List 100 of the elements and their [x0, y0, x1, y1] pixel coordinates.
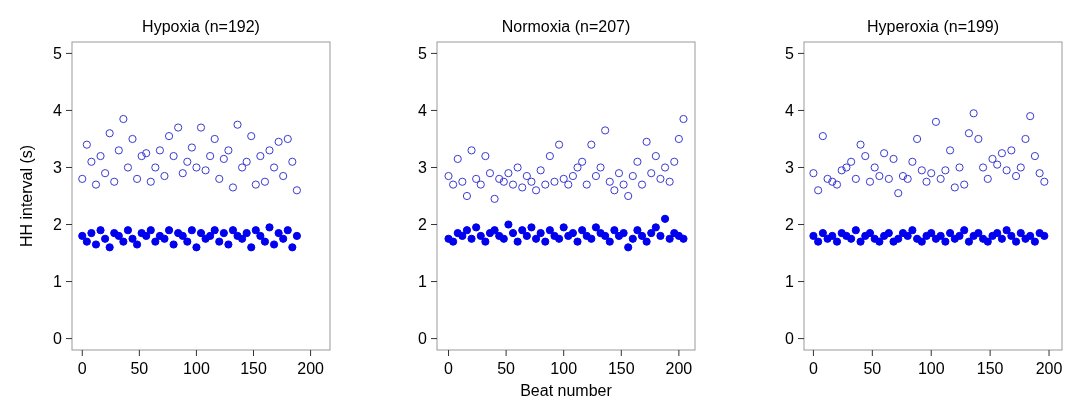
point — [256, 231, 265, 241]
point — [215, 174, 224, 183]
point — [504, 169, 513, 178]
point — [114, 231, 123, 241]
point — [541, 180, 550, 189]
point — [292, 186, 301, 195]
point — [656, 174, 665, 183]
x-tick-label: 50 — [863, 360, 882, 377]
point — [169, 151, 178, 161]
point — [169, 240, 178, 249]
point — [219, 154, 228, 164]
point — [449, 237, 458, 246]
point — [573, 237, 582, 246]
point — [78, 174, 87, 183]
point — [201, 166, 210, 175]
point — [559, 174, 568, 183]
point — [513, 237, 522, 246]
y-tick-label: 5 — [53, 45, 63, 63]
point — [619, 180, 628, 189]
point — [633, 157, 642, 166]
point — [192, 163, 201, 172]
point — [884, 228, 893, 238]
x-tick-label: 50 — [130, 360, 149, 377]
point — [265, 146, 274, 155]
point — [656, 231, 665, 241]
point — [142, 149, 151, 158]
point — [665, 234, 674, 243]
point — [997, 234, 1007, 243]
point — [279, 234, 288, 243]
point — [818, 228, 827, 238]
point — [927, 228, 936, 238]
point — [837, 166, 846, 175]
point — [997, 149, 1007, 158]
point — [151, 237, 160, 246]
x-tick-label: 100 — [917, 360, 945, 377]
point — [993, 160, 1002, 169]
point — [228, 226, 238, 235]
point — [256, 151, 265, 161]
point — [988, 154, 997, 164]
y-tick-label: 1 — [418, 273, 428, 291]
point — [610, 226, 619, 235]
point — [78, 231, 87, 241]
point — [875, 171, 884, 181]
y-tick-label: 1 — [53, 273, 63, 291]
point — [842, 163, 851, 172]
point — [647, 169, 656, 178]
point — [123, 226, 133, 235]
point — [1007, 231, 1016, 241]
point — [101, 234, 110, 243]
point — [993, 228, 1002, 238]
point — [1026, 231, 1035, 241]
y-tick-label: 3 — [53, 159, 63, 177]
point — [624, 243, 633, 252]
point — [568, 228, 578, 238]
point — [875, 237, 884, 246]
point — [917, 166, 926, 175]
point — [178, 231, 187, 241]
point — [945, 228, 955, 238]
point — [679, 114, 688, 124]
point — [531, 186, 541, 195]
point — [913, 134, 922, 144]
point — [96, 151, 105, 161]
point — [536, 166, 545, 175]
point — [1035, 169, 1044, 178]
point — [128, 234, 137, 243]
point — [146, 226, 155, 235]
point — [601, 126, 610, 135]
point — [160, 234, 169, 243]
point — [832, 180, 842, 189]
point — [219, 228, 228, 238]
point — [146, 177, 155, 186]
point — [247, 132, 256, 141]
point — [91, 180, 101, 189]
point — [828, 177, 837, 186]
point — [1002, 226, 1011, 235]
point — [174, 123, 183, 132]
chart-title: Hyperoxia (n=199) — [866, 18, 1000, 35]
point — [978, 163, 988, 172]
point — [1040, 231, 1049, 241]
point — [960, 180, 969, 189]
point — [110, 177, 119, 186]
point — [82, 237, 91, 246]
point — [582, 180, 591, 189]
point — [481, 237, 490, 246]
point — [196, 228, 206, 238]
point — [941, 166, 950, 175]
point — [922, 177, 931, 186]
point — [238, 234, 247, 243]
point — [242, 228, 251, 238]
point — [545, 226, 554, 235]
point — [856, 140, 865, 149]
point — [458, 177, 467, 186]
point — [155, 146, 164, 155]
point — [823, 174, 832, 183]
x-tick-label: 200 — [297, 360, 325, 377]
point — [591, 223, 601, 232]
point — [983, 237, 992, 246]
point — [847, 234, 856, 243]
point — [647, 228, 656, 238]
point — [527, 177, 536, 186]
